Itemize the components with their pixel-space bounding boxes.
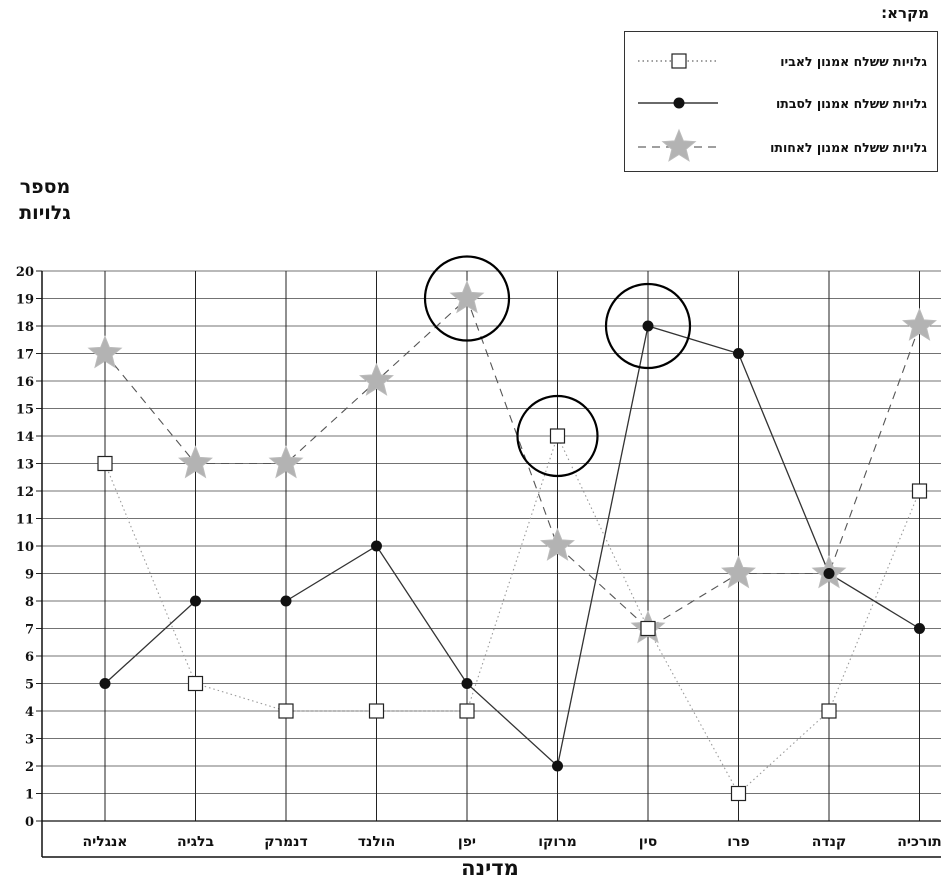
y-tick-label: 7 (25, 623, 34, 638)
y-tick-label: 14 (16, 430, 34, 445)
highlight-circle (604, 282, 692, 370)
x-tick-label: יפן (458, 834, 476, 850)
data-point-s2 (178, 445, 213, 479)
data-point-s0 (911, 483, 928, 499)
legend-marker-2 (661, 128, 697, 162)
x-tick-label: תורכיה (897, 834, 941, 850)
data-point-s0 (368, 703, 385, 719)
y-tick-label: 17 (16, 348, 34, 363)
y-tick-label: 19 (16, 293, 34, 308)
y-tick-label: 2 (25, 760, 34, 775)
x-tick-label: מרוקו (538, 834, 576, 850)
data-point-s1 (190, 595, 201, 607)
data-point-s1 (280, 595, 292, 607)
y-tick-label: 12 (16, 485, 34, 500)
x-tick-label: בלגיה (177, 834, 214, 850)
data-point-s0 (821, 703, 837, 719)
data-point-s0 (97, 455, 113, 472)
series-line-0 (104, 434, 921, 795)
y-tick-label: 3 (25, 733, 34, 748)
x-tick-label: סין (639, 834, 657, 850)
data-point-s0 (459, 703, 475, 719)
data-point-s1 (914, 623, 925, 634)
data-point-s1 (371, 540, 382, 552)
y-tick-label: 0 (25, 815, 34, 830)
legend-markers (638, 53, 718, 162)
data-point-s0 (549, 428, 566, 444)
data-point-s2 (87, 335, 123, 369)
grid (42, 270, 941, 822)
data-point-s0 (640, 620, 656, 637)
x-tick-label: פרו (727, 834, 749, 850)
x-axis-label: מדינה (461, 856, 519, 880)
data-point-s1 (642, 320, 654, 332)
legend-label-father: גלויות ששלח אמנון לאביו (780, 54, 927, 69)
y-tick-label: 15 (16, 403, 34, 418)
data-point-s2 (902, 307, 937, 341)
y-tick-label: 10 (16, 540, 34, 555)
legend-label-grandmother: גלויות ששלח אמנון לסבתו (775, 96, 927, 111)
data-point-s1 (552, 760, 563, 772)
series-layer (87, 280, 937, 802)
y-tick-label: 6 (25, 650, 34, 665)
x-tick-label: אנגליה (82, 834, 127, 850)
highlight-circle (516, 394, 599, 478)
y-tick-label: 5 (25, 678, 34, 693)
y-tick-label: 20 (16, 265, 34, 280)
highlight-circle (423, 255, 511, 342)
x-tick-label: הולנד (358, 834, 395, 850)
legend: גלויות ששלח אמנון לאביו גלויות ששלח אמנו… (624, 31, 938, 172)
data-point-s0 (278, 703, 294, 719)
data-point-s0 (730, 785, 747, 802)
x-tick-label: קנדה (812, 834, 847, 850)
data-point-s1 (823, 568, 835, 579)
legend-marker-0 (671, 53, 687, 69)
y-tick-label: 16 (16, 375, 34, 390)
y-tick-label: 4 (25, 705, 34, 720)
y-axis-label-line2: גלויות (19, 202, 71, 224)
y-tick-label: 1 (25, 788, 34, 803)
series-line-2 (104, 297, 921, 630)
data-point-s0 (187, 675, 204, 692)
series-line-1 (104, 325, 920, 768)
x-tick-label: דנמרק (264, 834, 307, 850)
y-tick-label: 9 (25, 568, 34, 583)
data-point-s2 (540, 527, 575, 561)
y-tick-label: 18 (16, 320, 34, 335)
axes (36, 270, 941, 858)
data-point-s1 (733, 348, 744, 359)
y-axis-label: מספר גלויות (14, 174, 76, 226)
data-point-s1 (461, 678, 473, 689)
data-point-s2 (359, 362, 394, 396)
data-point-s2 (449, 280, 485, 314)
data-point-s2 (721, 555, 756, 589)
data-point-s1 (99, 678, 111, 689)
y-tick-label: 11 (16, 513, 34, 528)
data-point-s2 (268, 445, 304, 479)
y-tick-label: 13 (16, 458, 34, 473)
legend-marker-1 (673, 97, 685, 109)
legend-title: מקרא: (881, 4, 929, 22)
y-tick-label: 8 (25, 595, 34, 610)
legend-label-sister: גלויות ששלח אמנון לאחותו (770, 140, 927, 155)
y-axis-label-line1: מספר (19, 176, 71, 198)
highlight-circles (423, 255, 692, 478)
